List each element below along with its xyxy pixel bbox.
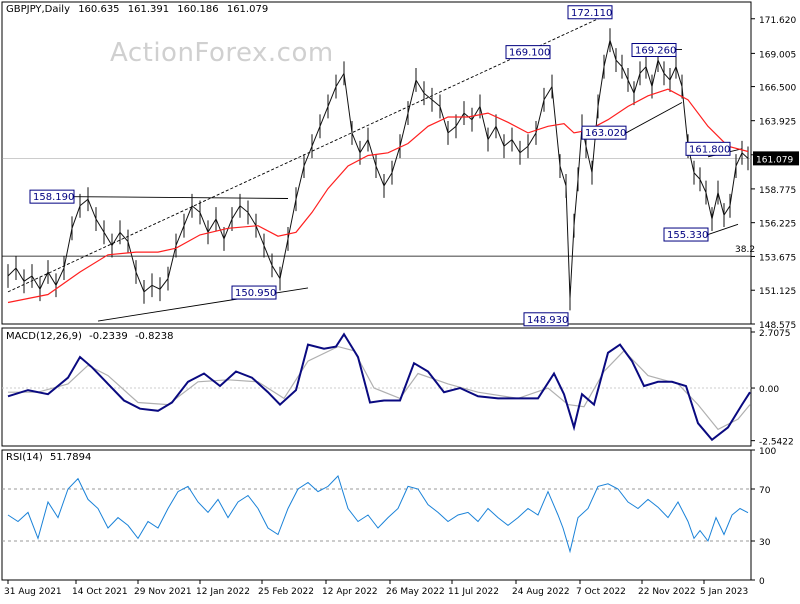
rsi-line	[7, 475, 749, 554]
price-y-tick-label: 158.775	[759, 186, 796, 196]
price-annotation-box	[567, 5, 613, 20]
open-value: 160.635	[78, 4, 120, 15]
x-tick-label: 7 Oct 2022	[576, 587, 626, 597]
price-y-tick-label: 148.575	[759, 321, 796, 331]
x-tick-label: 24 Aug 2022	[512, 587, 570, 597]
price-y-tick-label: 163.925	[759, 118, 796, 128]
price-annotation-label: 161.800	[689, 144, 730, 155]
rsi-y-tick-label: 30	[759, 538, 771, 548]
x-tick-label: 25 Feb 2022	[258, 587, 314, 597]
low-value: 160.186	[177, 4, 219, 15]
macd-label: MACD(12,26,9)	[6, 331, 82, 342]
high-value: 161.391	[127, 4, 170, 15]
rsi-y-tick-label: 0	[759, 577, 765, 587]
macd-y-tick-label: 2.7075	[759, 329, 791, 339]
price-annotation-label: 172.110	[571, 8, 612, 19]
x-tick-label: 26 May 2022	[386, 587, 445, 597]
macd-y-tick-label: 0.00	[759, 385, 779, 395]
x-tick-label: 12 Apr 2022	[322, 587, 378, 597]
price-annotation-box	[505, 45, 551, 60]
resistance-line	[73, 196, 289, 199]
x-tick-label: 14 Oct 2021	[72, 587, 128, 597]
x-tick-label: 29 Nov 2021	[134, 587, 192, 597]
macd-signal-value: -0.8238	[134, 331, 174, 342]
watermark: ActionForex.com	[110, 38, 334, 68]
price-annotation-label: 150.950	[235, 288, 276, 299]
pane-frame-macd	[1, 327, 752, 447]
price-y-tick-label: 153.675	[759, 253, 796, 263]
price-annotation-box	[231, 285, 277, 300]
x-tick-label: 5 Jan 2023	[700, 587, 748, 597]
price-annotation-label: 155.330	[667, 230, 708, 241]
x-tick-label: 12 Jan 2022	[196, 587, 250, 597]
price-annotation-box	[581, 125, 627, 140]
chart-header: GBPJPY,Daily 160.635 161.391 160.186 161…	[6, 4, 273, 15]
rsi-value: 51.7894	[49, 452, 92, 463]
macd-main-value: -0.2339	[89, 331, 128, 342]
price-annotation-label: 169.100	[509, 48, 550, 59]
macd-title: MACD(12,26,9) -0.2339 -0.8238	[6, 331, 178, 342]
price-y-tick-label: 156.225	[759, 220, 796, 230]
rsi-title: RSI(14) 51.7894	[6, 452, 95, 463]
price-annotation-label: 163.020	[585, 128, 626, 139]
symbol-label: GBPJPY,Daily	[6, 4, 70, 15]
price-annotation-box	[29, 189, 75, 204]
price-annotation-label: 158.190	[33, 192, 74, 203]
macd-y-tick-label: -2.5422	[759, 438, 794, 448]
pane-frame-rsi	[1, 449, 752, 581]
current-price-label: 161.079	[756, 155, 793, 165]
macd-main-line	[7, 332, 751, 442]
pane-frame-price	[1, 1, 752, 325]
x-tick-label: 22 Nov 2022	[638, 587, 696, 597]
price-annotation-box	[685, 141, 731, 156]
price-annotation-label: 148.930	[527, 315, 568, 326]
price-y-tick-label: 171.620	[759, 16, 796, 26]
channel-lower-line	[625, 102, 683, 134]
close-value: 161.079	[226, 4, 269, 15]
price-annotation-label: 169.260	[635, 46, 676, 57]
fib-label: 38.2	[735, 245, 755, 255]
price-line	[7, 38, 749, 299]
x-tick-label: 11 Jul 2022	[448, 587, 499, 597]
low-trendline	[707, 223, 739, 235]
price-annotation-box	[663, 227, 709, 242]
rsi-y-tick-label: 70	[759, 486, 771, 496]
x-tick-label: 31 Aug 2021	[4, 587, 62, 597]
price-annotation-box	[631, 43, 677, 58]
moving-average-line	[7, 88, 749, 304]
price-annotation-box	[523, 312, 569, 327]
current-price-badge	[753, 151, 799, 166]
rsi-y-tick-label: 100	[759, 447, 776, 457]
price-y-tick-label: 169.005	[759, 50, 796, 60]
price-y-tick-label: 166.500	[759, 84, 796, 94]
rsi-label: RSI(14)	[6, 452, 43, 463]
price-y-tick-label: 151.125	[759, 287, 796, 297]
